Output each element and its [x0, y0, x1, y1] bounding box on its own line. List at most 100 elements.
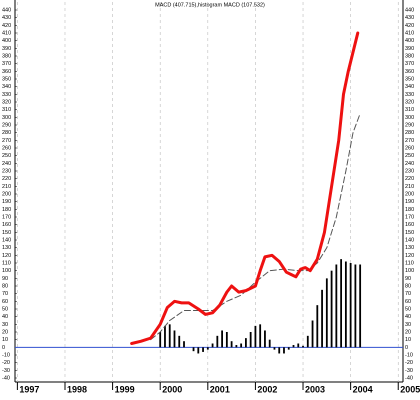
y-tick-label-right: 360 [405, 69, 414, 75]
y-tick-label: 330 [2, 92, 11, 98]
y-tick-label: 420 [2, 23, 11, 29]
y-tick-label: 40 [2, 314, 8, 320]
y-tick-label-right: 20 [405, 329, 411, 335]
y-tick-label: 110 [2, 260, 11, 266]
y-tick-label: 30 [2, 322, 8, 328]
y-tick-label-right: 30 [405, 322, 411, 328]
y-tick-label: 190 [2, 199, 11, 205]
y-tick-label-right: 240 [405, 161, 414, 167]
y-tick-label-right: 370 [405, 61, 414, 67]
y-tick-label-right: 350 [405, 76, 414, 82]
y-tick-label-right: 120 [405, 253, 414, 259]
y-tick-label: 10 [2, 337, 8, 343]
y-tick-label-right: 330 [405, 92, 414, 98]
y-tick-label: 90 [2, 276, 8, 282]
y-tick-label-right: 420 [405, 23, 414, 29]
y-tick-label: 310 [2, 107, 11, 113]
y-tick-label: 100 [2, 268, 11, 274]
x-tick-label: 1997 [19, 384, 39, 394]
y-tick-label: 0 [2, 345, 5, 351]
y-tick-label: 280 [2, 130, 11, 136]
y-tick-label-right: 110 [405, 260, 414, 266]
y-tick-label: 270 [2, 138, 11, 144]
x-tick-label: 2001 [210, 384, 230, 394]
y-tick-label-right: 80 [405, 283, 411, 289]
y-tick-label: 230 [2, 168, 11, 174]
y-tick-label-right: 170 [405, 214, 414, 220]
y-tick-label: 340 [2, 84, 11, 90]
y-tick-label-right: 220 [405, 176, 414, 182]
y-tick-label-right: 60 [405, 299, 411, 305]
x-tick-label: 2003 [305, 384, 325, 394]
y-tick-label: 80 [2, 283, 8, 289]
y-tick-label: 210 [2, 184, 11, 190]
x-tick-label: 2004 [353, 384, 373, 394]
signal-line [150, 113, 361, 341]
y-tick-label-right: 250 [405, 153, 414, 159]
y-tick-label-right: 340 [405, 84, 414, 90]
y-tick-label-right: 310 [405, 107, 414, 113]
y-tick-label-right: 200 [405, 191, 414, 197]
y-tick-label: 180 [2, 207, 11, 213]
y-tick-label-right: 290 [405, 122, 414, 128]
y-tick-label-right: 70 [405, 291, 411, 297]
y-tick-label: 410 [2, 30, 11, 36]
y-tick-label-right: -30 [405, 368, 413, 374]
y-tick-label: 160 [2, 222, 11, 228]
y-tick-label: 200 [2, 191, 11, 197]
x-tick-label: 1998 [67, 384, 87, 394]
y-tick-label: 150 [2, 230, 11, 236]
x-tick-label: 2000 [162, 384, 182, 394]
y-tick-label-right: 260 [405, 145, 414, 151]
x-tick-label: 2005 [400, 384, 420, 394]
y-tick-label-right: -20 [405, 360, 413, 366]
y-tick-label: 260 [2, 145, 11, 151]
y-tick-label: -30 [2, 368, 10, 374]
y-tick-label: 440 [2, 7, 11, 13]
y-tick-label-right: 10 [405, 337, 411, 343]
y-tick-label: 370 [2, 61, 11, 67]
y-tick-label-right: 180 [405, 207, 414, 213]
y-tick-label-right: 190 [405, 199, 414, 205]
y-tick-label: 380 [2, 53, 11, 59]
y-tick-label-right: 0 [405, 345, 408, 351]
y-tick-label: 350 [2, 76, 11, 82]
y-tick-label: 390 [2, 46, 11, 52]
y-tick-label-right: 40 [405, 314, 411, 320]
y-tick-label-right: 380 [405, 53, 414, 59]
chart-title: MACD (407.715),histogram MACD (107.532) [155, 2, 265, 8]
y-tick-label: 250 [2, 153, 11, 159]
y-tick-label: 290 [2, 122, 11, 128]
y-tick-label-right: -40 [405, 375, 413, 381]
y-tick-label: 120 [2, 253, 11, 259]
y-tick-label-right: 410 [405, 30, 414, 36]
y-tick-label: 140 [2, 237, 11, 243]
y-tick-label: 50 [2, 306, 8, 312]
y-tick-label: 360 [2, 69, 11, 75]
y-tick-label-right: 390 [405, 46, 414, 52]
y-tick-label-right: -10 [405, 352, 413, 358]
y-tick-label-right: 430 [405, 15, 414, 21]
y-tick-label: -40 [2, 375, 10, 381]
y-tick-label-right: 400 [405, 38, 414, 44]
y-tick-label-right: 210 [405, 184, 414, 190]
y-tick-label: 70 [2, 291, 8, 297]
y-tick-label: 130 [2, 245, 11, 251]
y-tick-label: 400 [2, 38, 11, 44]
y-tick-label-right: 300 [405, 115, 414, 121]
y-tick-label: -10 [2, 352, 10, 358]
y-tick-label: -20 [2, 360, 10, 366]
y-tick-label: 170 [2, 214, 11, 220]
y-tick-label-right: 440 [405, 7, 414, 13]
y-tick-label: 240 [2, 161, 11, 167]
y-tick-label: 20 [2, 329, 8, 335]
y-tick-label-right: 50 [405, 306, 411, 312]
y-tick-label-right: 160 [405, 222, 414, 228]
x-tick-label: 2002 [257, 384, 277, 394]
y-tick-label-right: 320 [405, 99, 414, 105]
y-tick-label-right: 100 [405, 268, 414, 274]
macd-line [130, 31, 360, 345]
y-tick-label-right: 130 [405, 245, 414, 251]
